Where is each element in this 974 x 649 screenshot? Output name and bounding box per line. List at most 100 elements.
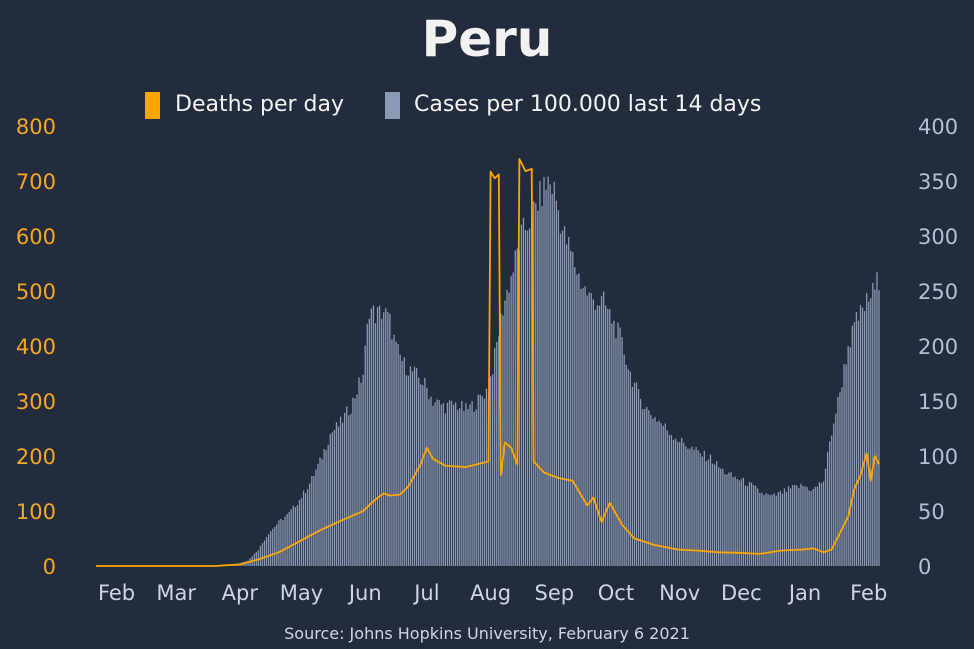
case-bar <box>356 394 358 566</box>
case-bar <box>623 354 625 566</box>
case-bar <box>713 464 716 566</box>
left-tick-label: 300 <box>16 390 56 414</box>
case-bar <box>693 449 695 566</box>
case-bar <box>779 490 781 566</box>
x-tick-label: Nov <box>659 581 700 605</box>
case-bar <box>381 318 383 566</box>
case-bar <box>537 210 539 566</box>
case-bar <box>596 305 599 566</box>
case-bar <box>323 449 325 566</box>
case-bar <box>444 413 447 566</box>
deaths-line <box>96 158 880 567</box>
case-bar <box>526 230 529 566</box>
case-bar <box>319 457 321 566</box>
case-bar <box>366 323 368 566</box>
case-bar <box>498 336 500 566</box>
case-bar <box>547 176 549 566</box>
case-bar <box>851 325 853 566</box>
legend-cases-swatch <box>385 92 400 119</box>
case-bar <box>746 486 749 566</box>
x-tick-label: Dec <box>721 581 762 605</box>
case-bar <box>794 484 796 566</box>
case-bar <box>798 487 800 566</box>
case-bar <box>461 400 463 566</box>
case-bar <box>341 422 344 566</box>
case-bar <box>785 491 788 566</box>
case-bar <box>672 439 675 566</box>
case-bar <box>804 486 806 566</box>
case-bar <box>389 313 391 566</box>
case-bar <box>452 404 455 566</box>
case-bar <box>642 409 644 566</box>
case-bar <box>658 420 660 566</box>
case-bar <box>718 467 720 566</box>
case-bar <box>494 348 496 566</box>
case-bar <box>522 217 525 566</box>
case-bar <box>868 301 870 566</box>
case-bar <box>333 429 336 566</box>
case-bar <box>528 228 531 567</box>
case-bar <box>307 489 309 566</box>
case-bar <box>681 437 683 566</box>
case-bar <box>699 453 701 566</box>
legend-deaths-label: Deaths per day <box>175 92 344 117</box>
case-bar <box>664 423 666 566</box>
case-bar <box>337 426 340 566</box>
case-bar <box>489 376 492 566</box>
case-bar <box>607 308 609 566</box>
case-bar <box>263 540 266 566</box>
case-bar <box>372 305 375 566</box>
case-bar <box>584 286 586 566</box>
case-bar <box>824 468 827 566</box>
case-bar <box>559 233 562 566</box>
case-bar <box>876 272 878 566</box>
case-bar <box>598 305 601 566</box>
case-bar <box>510 276 512 566</box>
case-bar <box>588 292 590 566</box>
case-bar <box>424 377 426 566</box>
case-bar <box>551 194 553 567</box>
case-bar <box>775 495 777 566</box>
case-bar <box>748 481 751 566</box>
case-bar <box>759 492 761 566</box>
case-bar <box>413 366 416 566</box>
case-bar <box>403 357 405 566</box>
case-bar <box>738 480 740 566</box>
case-bar <box>315 469 317 566</box>
left-tick-label: 600 <box>16 225 56 249</box>
left-tick-label: 0 <box>43 555 56 579</box>
case-bar <box>485 388 488 566</box>
case-bar <box>697 450 699 566</box>
right-tick-label: 150 <box>918 390 958 414</box>
case-bar <box>483 398 486 566</box>
case-bar <box>479 394 481 566</box>
left-tick-label: 700 <box>16 170 56 194</box>
case-bar <box>781 493 784 566</box>
case-bar <box>866 293 868 566</box>
case-bar <box>399 354 401 566</box>
case-bar <box>426 387 428 566</box>
case-bar <box>753 484 755 566</box>
cases-bars <box>214 176 880 567</box>
case-bar <box>418 377 420 566</box>
case-bar <box>442 403 444 566</box>
x-tick-label: May <box>280 581 323 605</box>
case-bar <box>561 230 564 566</box>
case-bar <box>387 312 389 566</box>
case-bar <box>870 298 872 566</box>
case-bar <box>512 272 514 566</box>
x-tick-label: Apr <box>222 581 259 605</box>
case-bar <box>802 486 804 566</box>
x-tick-label: Sep <box>534 581 574 605</box>
case-bar <box>707 459 710 566</box>
case-bar <box>816 486 818 566</box>
x-tick-label: Feb <box>850 581 887 605</box>
case-bar <box>685 446 687 566</box>
x-tick-label: Jul <box>412 581 439 605</box>
case-bar <box>502 315 504 566</box>
case-bar <box>267 534 270 566</box>
case-bar <box>689 448 691 566</box>
case-bar <box>508 292 510 566</box>
case-bar <box>736 479 738 566</box>
case-bar <box>656 421 658 566</box>
